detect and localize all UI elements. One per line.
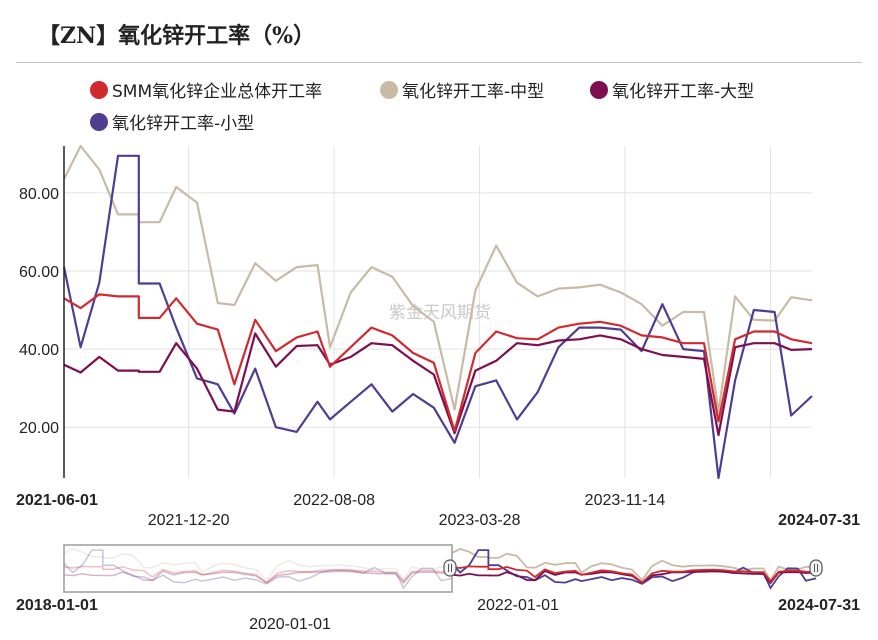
series-line-small[interactable] [62,154,813,480]
series-lines [62,144,813,480]
navigator-right-handle[interactable] [809,559,823,577]
chart-title: 【ZN】氧化锌开工率（%） [38,23,316,49]
navigator-history-line [63,549,453,590]
legend-dot-icon [380,80,398,99]
navigator-history-line [63,548,453,582]
legend-label: 氧化锌开工率-大型 [612,82,755,102]
navigator-series-line [451,569,817,585]
x-tick-label: 2021-12-20 [148,512,230,529]
legend-dot-icon [90,112,108,131]
legend-item-small[interactable]: 氧化锌开工率-小型 [90,109,254,134]
navigator-left-handle[interactable] [443,559,457,577]
series-line-medium[interactable] [63,144,813,413]
legend-dot-icon [590,80,608,99]
navigator-tick-label: 2022-01-01 [477,597,559,614]
x-tick-label: 2023-03-28 [439,512,521,529]
series-line-large[interactable] [63,332,813,437]
navigator-tick-label: 2020-01-01 [249,616,331,633]
grid-lines [64,146,812,478]
x-tick-label: 2022-08-08 [293,492,375,509]
navigator-series-line [451,565,817,584]
x-tick-label: 2024-07-31 [778,512,860,529]
legend-label: 氧化锌开工率-小型 [112,114,255,134]
legend-label: SMM氧化锌企业总体开工率 [112,82,323,102]
range-navigator[interactable]: 2018-01-01 2020-01-01 2022-01-01 2024-07-31 [16,544,860,633]
y-tick-labels: 20.00 40.00 60.00 80.00 [19,186,59,437]
legend-label: 氧化锌开工率-中型 [402,82,545,102]
x-tick-label: 2021-06-01 [16,492,98,509]
navigator-tick-label: 2018-01-01 [16,597,98,614]
y-tick-label: 40.00 [19,342,59,359]
y-tick-label: 80.00 [19,186,59,203]
navigator-tick-label: 2024-07-31 [778,597,860,614]
navigator-history-line [63,565,453,584]
watermark-text: 紫金天风期货 [389,303,491,323]
x-tick-labels: 2021-06-01 2021-12-20 2022-08-08 2023-03-28… [16,492,860,529]
legend-item-large[interactable]: 氧化锌开工率-大型 [590,77,754,102]
navigator-history-line [63,570,453,585]
legend-item-medium[interactable]: 氧化锌开工率-中型 [380,77,544,102]
legend-item-total[interactable]: SMM氧化锌企业总体开工率 [90,77,322,102]
legend-dot-icon [90,80,108,99]
navigator-series-line [451,548,817,582]
y-tick-label: 20.00 [19,420,59,437]
y-tick-label: 60.00 [19,264,59,281]
series-line-total[interactable] [63,293,813,433]
x-tick-label: 2023-11-14 [585,492,666,509]
title-divider [16,62,862,63]
